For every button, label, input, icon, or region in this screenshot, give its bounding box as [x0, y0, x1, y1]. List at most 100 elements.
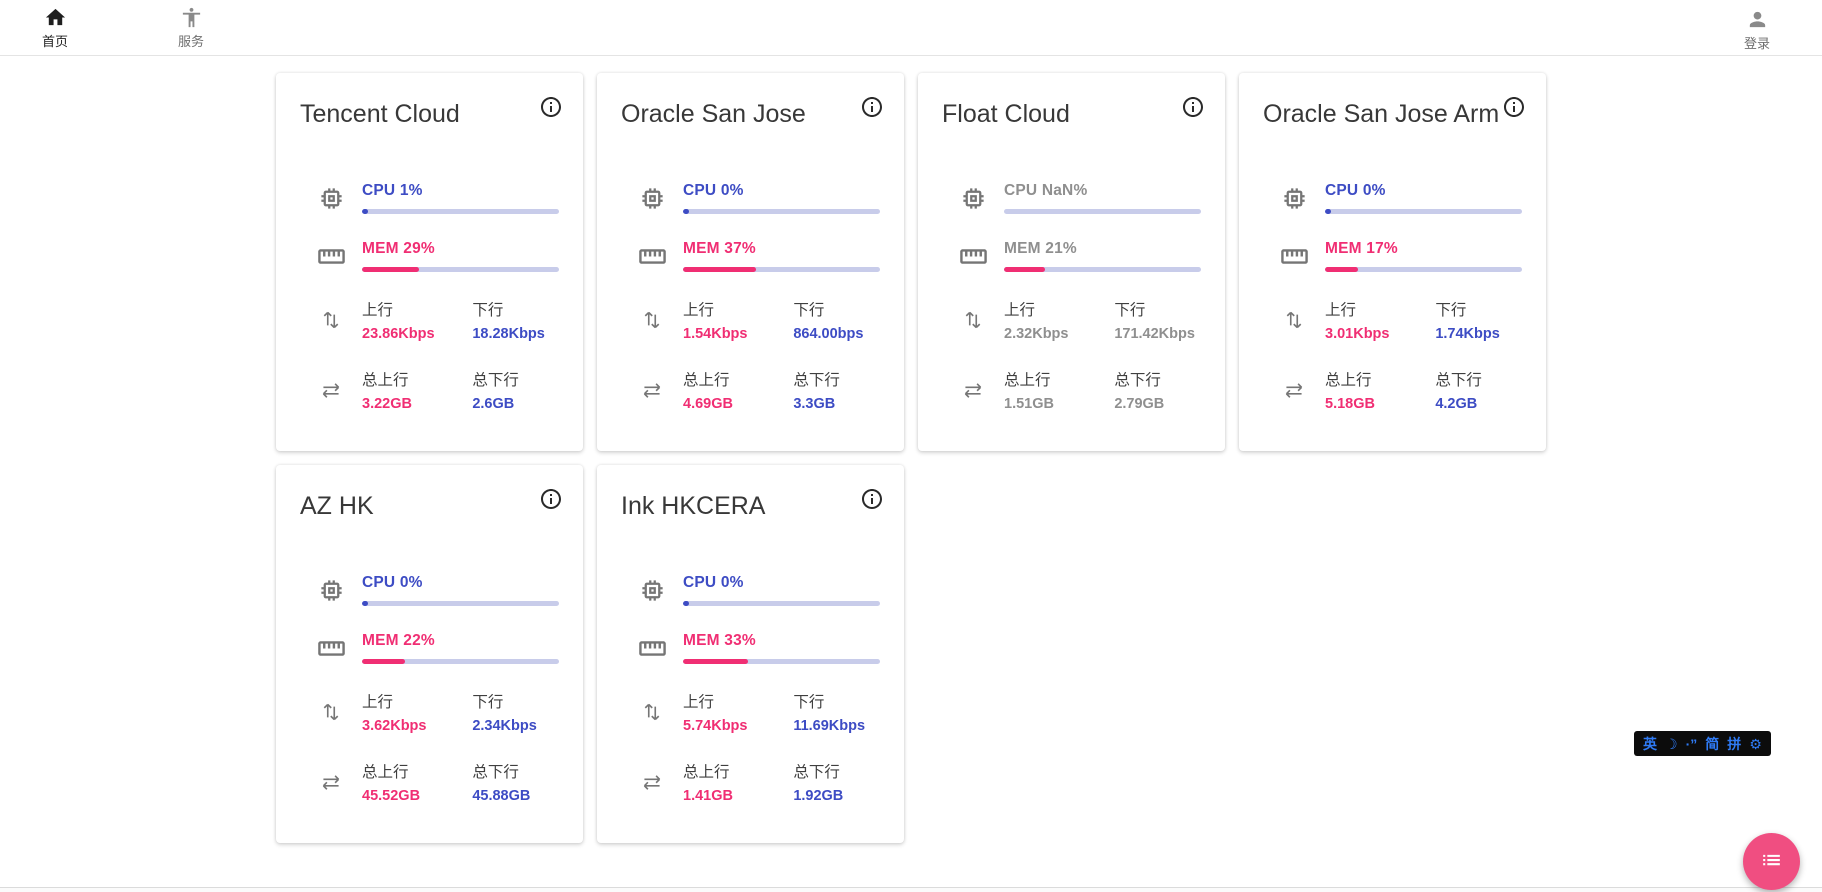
- pinyin-toggle[interactable]: 拼: [1727, 735, 1742, 752]
- list-icon: [1759, 847, 1784, 877]
- nav-item-label: 首页: [41, 33, 68, 49]
- total-upload-value: 1.51GB: [1004, 396, 1054, 413]
- person-icon: [1746, 8, 1769, 31]
- download-label: 下行: [1435, 302, 1467, 320]
- speed-row: 上行 3.01Kbps 下行 1.74Kbps: [1263, 298, 1522, 342]
- cpu-label: CPU 0%: [1325, 182, 1386, 200]
- total-upload-label: 总上行: [1325, 372, 1372, 390]
- cpu-chip-icon: [300, 577, 362, 604]
- info-icon[interactable]: [539, 95, 563, 124]
- mem-bar: [683, 659, 880, 665]
- simplified-toggle[interactable]: 简: [1705, 735, 1720, 752]
- total-download-value: 1.92GB: [793, 788, 844, 805]
- cpu-bar: [362, 601, 559, 607]
- total-row: 总上行 5.18GB 总下行 4.2GB: [1263, 368, 1522, 412]
- cpu-row: CPU 0%: [621, 182, 880, 215]
- download-value: 11.69Kbps: [793, 718, 866, 735]
- footer-divider: [0, 887, 1822, 892]
- download-label: 下行: [472, 694, 504, 712]
- moon-icon[interactable]: ☽: [1665, 735, 1678, 752]
- upload-value: 1.54Kbps: [683, 326, 748, 343]
- total-row: 总上行 1.51GB 总下行 2.79GB: [942, 368, 1201, 412]
- ime-settings-gear-icon[interactable]: ⚙: [1749, 735, 1762, 752]
- mem-row: MEM 33%: [621, 632, 880, 665]
- nav-item-label: 登录: [1743, 36, 1770, 51]
- server-card: AZ HK CPU 0% MEM 22%: [276, 465, 583, 843]
- mem-bar: [683, 267, 880, 273]
- mem-bar-fill: [683, 659, 748, 665]
- cpu-bar: [362, 209, 559, 215]
- punctuation-mode-icon[interactable]: ·”: [1685, 735, 1698, 752]
- cpu-label: CPU 0%: [683, 574, 744, 592]
- nav-item-services[interactable]: 服务: [164, 6, 218, 50]
- total-download-label: 总下行: [793, 764, 840, 782]
- mem-bar-fill: [1325, 267, 1359, 273]
- download-label: 下行: [793, 302, 825, 320]
- nav-item-label: 服务: [177, 33, 204, 49]
- swap-arrows-icon: [300, 769, 362, 795]
- speed-row: 上行 3.62Kbps 下行 2.34Kbps: [300, 690, 559, 734]
- server-card: Oracle San Jose Arm CPU 0% MEM: [1239, 73, 1546, 451]
- total-download-label: 总下行: [793, 372, 840, 390]
- upload-label: 上行: [362, 302, 394, 320]
- ime-language-toggle[interactable]: 英: [1643, 735, 1657, 752]
- server-grid: Tencent Cloud CPU 1% MEM 29%: [276, 73, 1546, 843]
- cpu-bar-fill: [362, 209, 368, 215]
- mem-bar-fill: [362, 659, 406, 665]
- download-value: 171.42Kbps: [1114, 326, 1195, 343]
- swap-arrows-icon: [1263, 377, 1325, 403]
- server-list-fab[interactable]: [1743, 833, 1800, 890]
- mem-row: MEM 22%: [300, 632, 559, 665]
- upload-value: 3.01Kbps: [1325, 326, 1390, 343]
- swap-arrows-icon: [621, 377, 683, 403]
- mem-row: MEM 21%: [942, 240, 1201, 273]
- mem-bar: [362, 267, 559, 273]
- cpu-row: CPU 0%: [1263, 182, 1522, 215]
- server-card: Tencent Cloud CPU 1% MEM 29%: [276, 73, 583, 451]
- mem-label: MEM 22%: [362, 632, 435, 650]
- mem-bar: [1325, 267, 1522, 273]
- mem-bar: [1004, 267, 1201, 273]
- up-down-arrows-icon: [1263, 307, 1325, 333]
- mem-label: MEM 29%: [362, 240, 435, 258]
- info-icon[interactable]: [539, 487, 563, 516]
- mem-row: MEM 29%: [300, 240, 559, 273]
- cpu-chip-icon: [621, 185, 683, 212]
- upload-label: 上行: [1325, 302, 1357, 320]
- speed-row: 上行 2.32Kbps 下行 171.42Kbps: [942, 298, 1201, 342]
- info-icon[interactable]: [860, 95, 884, 124]
- up-down-arrows-icon: [621, 699, 683, 725]
- ruler-icon: [300, 634, 362, 663]
- ruler-icon: [621, 242, 683, 271]
- total-download-value: 45.88GB: [472, 788, 531, 805]
- cpu-row: CPU 0%: [621, 574, 880, 607]
- info-icon[interactable]: [1181, 95, 1205, 124]
- upload-label: 上行: [1004, 302, 1036, 320]
- swap-arrows-icon: [942, 377, 1004, 403]
- upload-value: 3.62Kbps: [362, 718, 427, 735]
- cpu-label: CPU 0%: [683, 182, 744, 200]
- total-download-value: 2.6GB: [472, 396, 515, 413]
- upload-label: 上行: [683, 694, 715, 712]
- download-label: 下行: [793, 694, 825, 712]
- cpu-bar-fill: [1325, 209, 1331, 215]
- total-upload-value: 3.22GB: [362, 396, 412, 413]
- mem-label: MEM 37%: [683, 240, 756, 258]
- nav-item-home[interactable]: 首页: [28, 6, 82, 50]
- ruler-icon: [1263, 242, 1325, 271]
- info-icon[interactable]: [1502, 95, 1526, 124]
- accessibility-icon: [180, 6, 203, 29]
- cpu-chip-icon: [1263, 185, 1325, 212]
- cpu-row: CPU 1%: [300, 182, 559, 215]
- download-value: 1.74Kbps: [1435, 326, 1500, 343]
- info-icon[interactable]: [860, 487, 884, 516]
- server-card: Float Cloud CPU NaN% MEM 21%: [918, 73, 1225, 451]
- total-upload-value: 45.52GB: [362, 788, 421, 805]
- upload-label: 上行: [683, 302, 715, 320]
- total-row: 总上行 4.69GB 总下行 3.3GB: [621, 368, 880, 412]
- mem-label: MEM 17%: [1325, 240, 1398, 258]
- total-download-label: 总下行: [472, 372, 519, 390]
- total-upload-label: 总上行: [362, 764, 409, 782]
- nav-item-login[interactable]: 登录: [1730, 8, 1784, 52]
- cpu-bar: [683, 209, 880, 215]
